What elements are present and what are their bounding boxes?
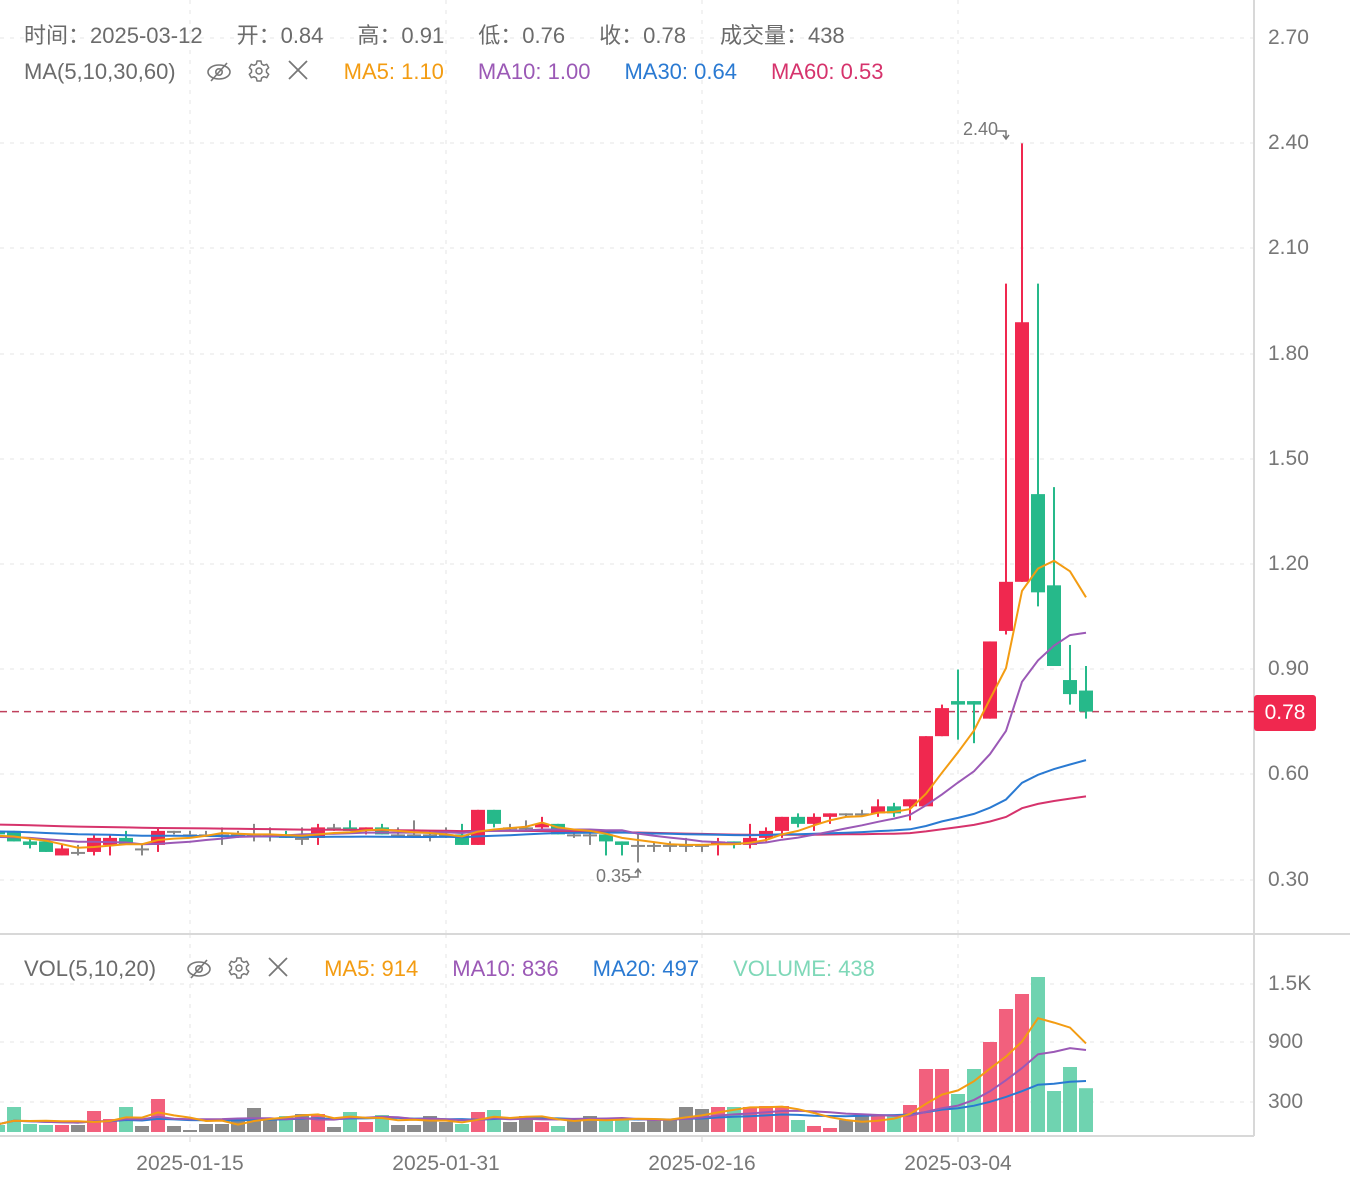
candle-series — [0, 143, 1093, 863]
volume-bars — [0, 977, 1093, 1132]
eye-hidden-icon[interactable] — [206, 58, 234, 86]
ma-indicator-name: MA(5,10,30,60) — [24, 59, 176, 84]
max-price-label: 2.40 — [963, 119, 999, 139]
axis-lines — [0, 0, 1350, 1142]
vol-ma20-value: MA20: 497 — [592, 956, 700, 981]
open-field: 开：0.84 — [236, 23, 324, 48]
volume-tick: 900 — [1268, 1030, 1304, 1053]
date-tick: 2025-02-16 — [648, 1152, 756, 1175]
grid-lines — [0, 0, 1254, 1134]
ma60-value: MA60: 0.53 — [770, 59, 884, 84]
ohlc-header: 时间：2025-03-12 开：0.84 高：0.91 低：0.76 收：0.7… — [24, 18, 879, 50]
price-tick: 2.40 — [1268, 131, 1309, 154]
volume-ma-lines — [0, 1017, 1087, 1126]
close-icon[interactable] — [286, 58, 314, 86]
ma-legend: MA(5,10,30,60) MA5: 1.10 MA10: 1.00 MA30… — [24, 58, 917, 86]
ma-lines — [0, 559, 1087, 849]
volume-legend: VOL(5,10,20) MA5: 914 MA10: 836 MA20: 49… — [24, 955, 909, 983]
date-tick: 2025-03-04 — [904, 1152, 1012, 1175]
low-field: 低：0.76 — [478, 23, 566, 48]
extreme-markers — [628, 130, 1010, 878]
price-tick: 2.10 — [1268, 236, 1309, 259]
volume-indicator-name: VOL(5,10,20) — [24, 956, 157, 981]
date-tick: 2025-01-31 — [392, 1152, 500, 1175]
current-price-tag: 0.78 — [1254, 695, 1316, 731]
ma30-value: MA30: 0.64 — [624, 59, 737, 84]
price-tick: 0.60 — [1268, 762, 1309, 785]
min-price-label: 0.35 — [596, 866, 632, 886]
eye-hidden-icon[interactable] — [186, 955, 214, 983]
vol-ma5-value: MA5: 914 — [324, 956, 419, 981]
close-field: 收：0.78 — [599, 23, 686, 48]
volume-field: 成交量：438 — [719, 23, 845, 48]
gear-icon[interactable] — [226, 955, 254, 983]
volume-value: VOLUME: 438 — [733, 956, 875, 981]
gear-icon[interactable] — [246, 58, 274, 86]
price-tick: 1.20 — [1268, 552, 1309, 575]
volume-tick: 1.5K — [1268, 972, 1312, 995]
price-tick: 1.50 — [1268, 447, 1309, 470]
ma5-value: MA5: 1.10 — [343, 59, 444, 84]
vol-ma10-value: MA10: 836 — [452, 956, 559, 981]
ma10-value: MA10: 1.00 — [477, 59, 591, 84]
price-tick: 0.90 — [1268, 657, 1309, 680]
volume-tick: 300 — [1268, 1090, 1304, 1113]
close-icon[interactable] — [266, 955, 294, 983]
price-tick: 2.70 — [1268, 26, 1309, 49]
date-tick: 2025-01-15 — [136, 1152, 244, 1175]
high-field: 高：0.91 — [357, 23, 445, 48]
price-tick: 1.80 — [1268, 342, 1309, 365]
time-field: 时间：2025-03-12 — [24, 23, 203, 48]
price-tick: 0.30 — [1268, 868, 1309, 891]
